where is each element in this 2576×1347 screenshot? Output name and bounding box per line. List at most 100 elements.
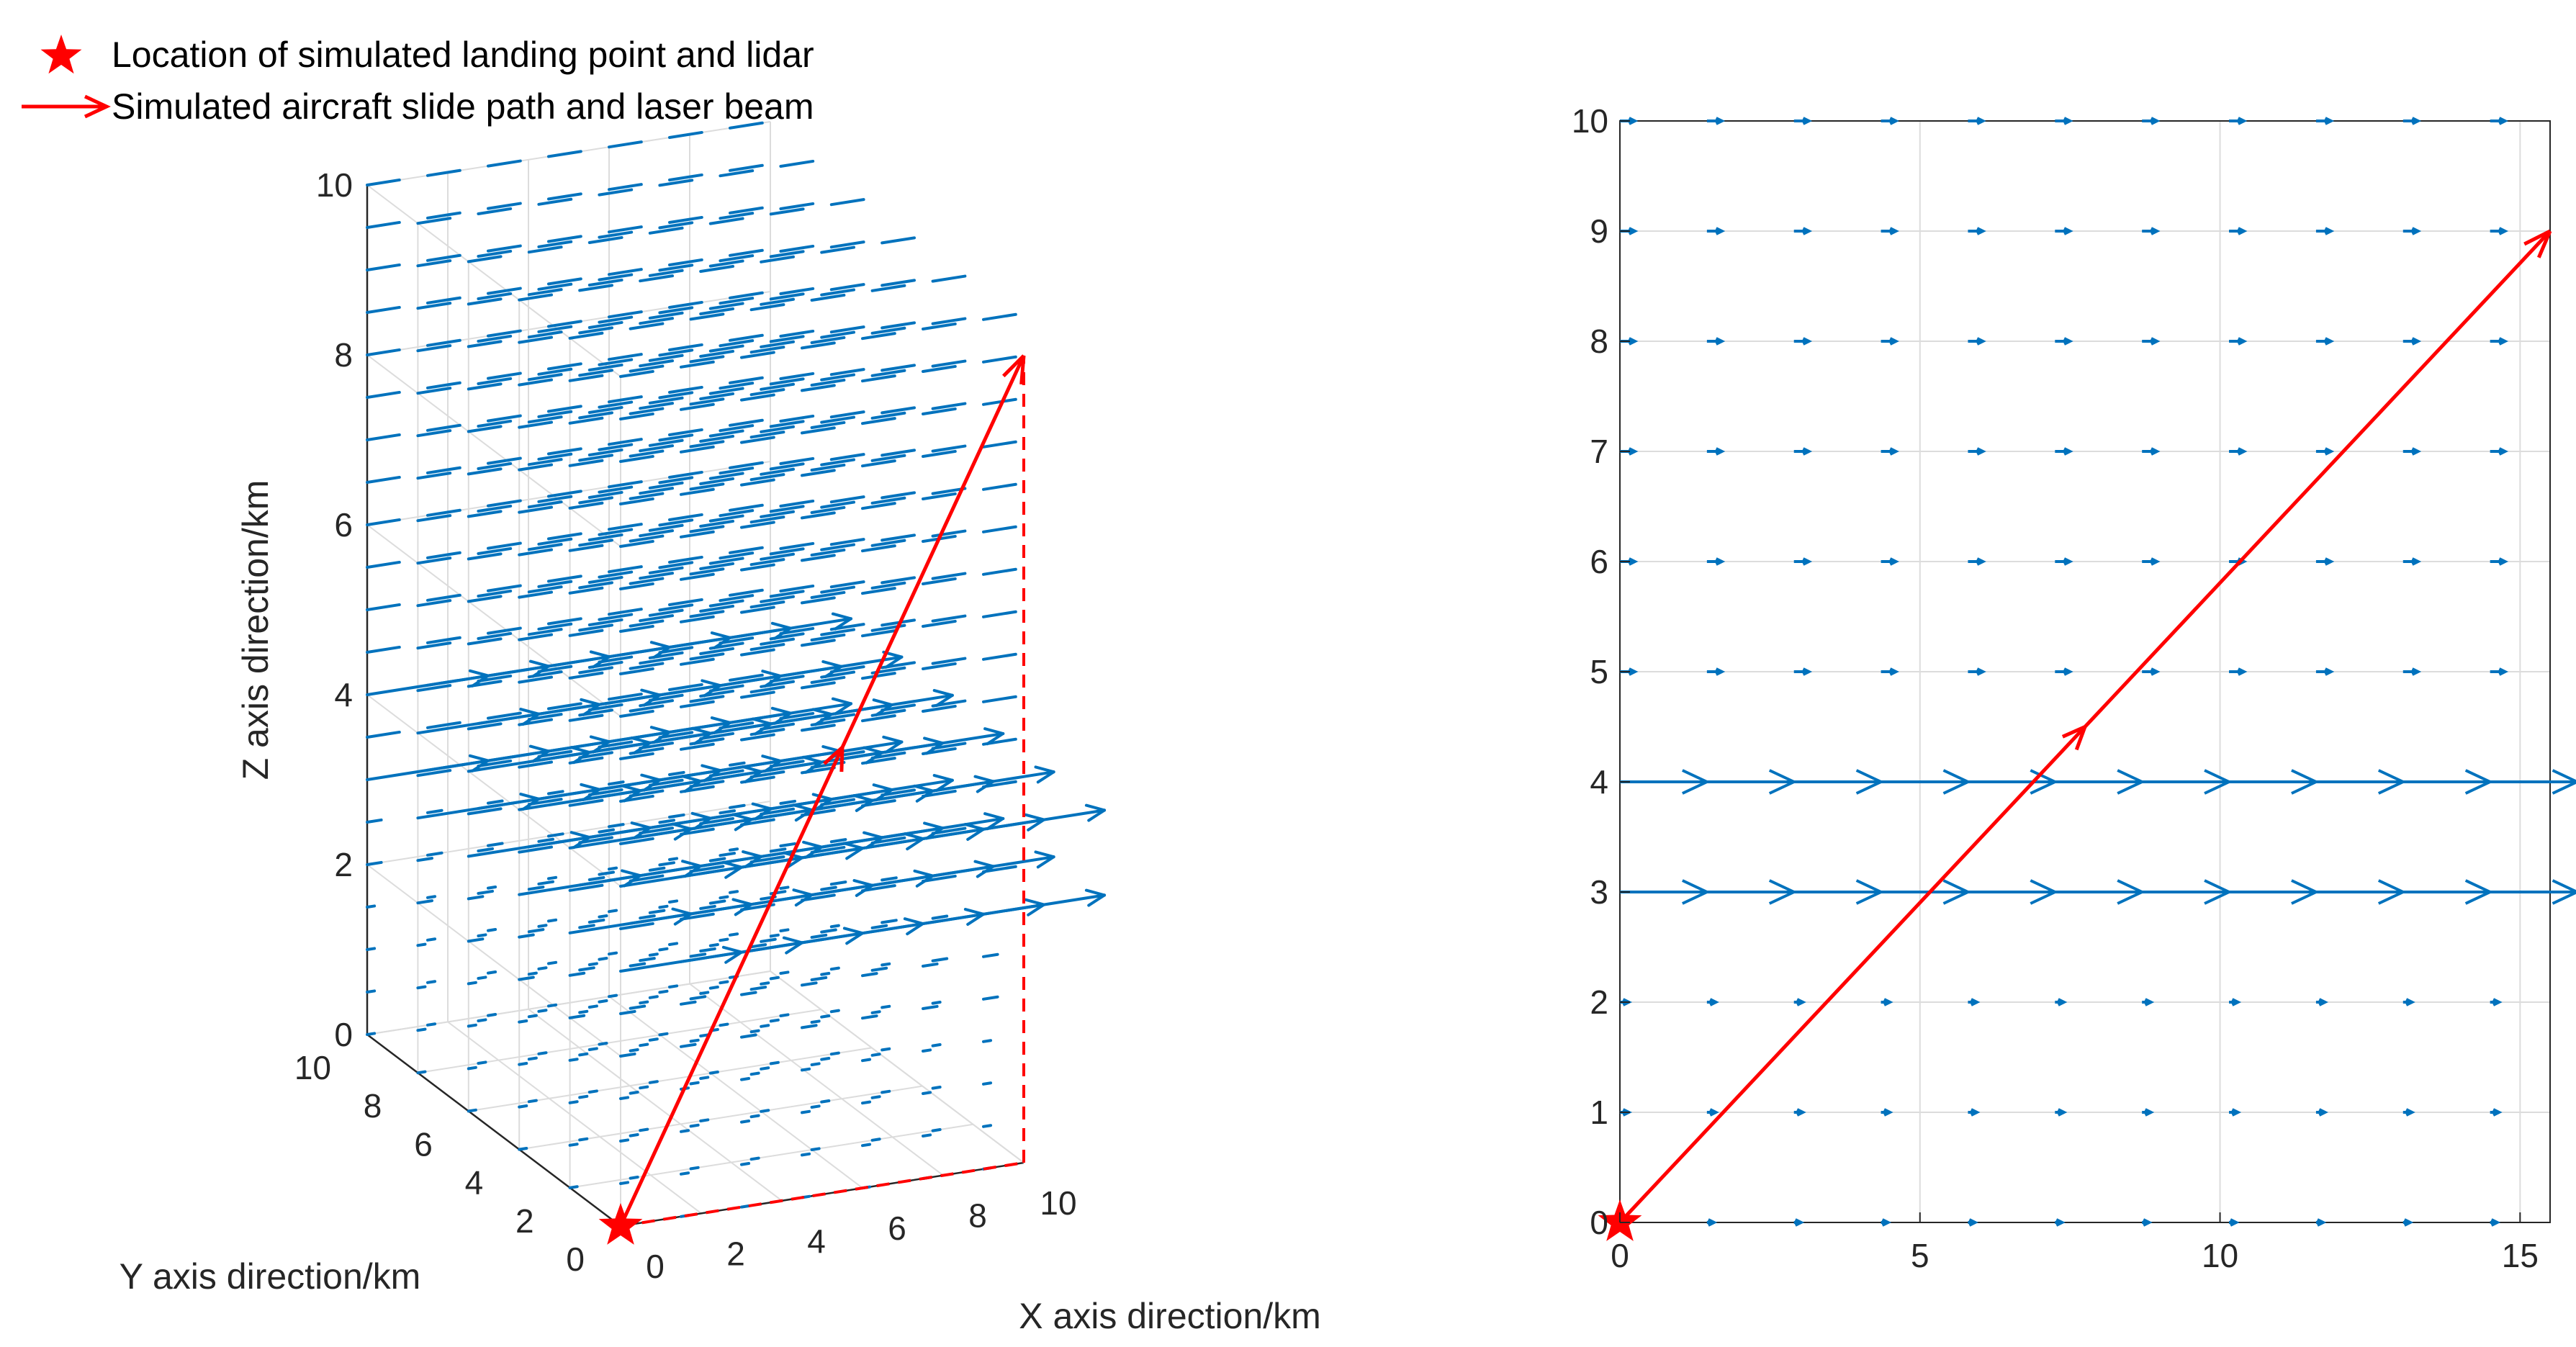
wind-arrow: [1968, 667, 1986, 676]
wind-arrow: [366, 560, 401, 569]
wind-arrow: [366, 390, 401, 399]
y-tick-label: 0: [566, 1240, 585, 1278]
wind-arrow: [568, 756, 604, 765]
wind-arrow: [648, 608, 684, 617]
wind-arrow: [699, 1118, 710, 1122]
wind-arrow: [810, 548, 846, 557]
wind-arrow: [2142, 337, 2161, 346]
wind-arrow: [719, 339, 755, 348]
wind-arrow: [639, 274, 674, 283]
wind-arrow: [537, 1051, 548, 1055]
wind-arrow: [779, 799, 796, 805]
wind-arrow: [1706, 447, 1726, 456]
wind-arrow: [922, 449, 957, 458]
wind-arrow: [749, 303, 785, 312]
wind-arrow: [587, 788, 623, 796]
wind-arrow: [467, 1023, 477, 1028]
wind-arrow: [2055, 227, 2073, 235]
wind-arrow: [487, 371, 522, 380]
wind-arrow: [527, 288, 563, 297]
wind-arrow: [729, 803, 746, 809]
wind-arrow: [658, 348, 694, 357]
wind-arrow: [829, 495, 865, 504]
wind-arrow: [2229, 667, 2248, 676]
wind-arrow: [922, 962, 939, 968]
wind-arrow: [629, 534, 665, 543]
wind-arrow: [729, 333, 764, 342]
wind-arrow: [668, 173, 703, 181]
floor-edge: [770, 970, 1024, 1163]
wind-arrow: [881, 321, 916, 330]
wind-arrow: [829, 240, 865, 249]
wind-arrow: [366, 947, 377, 951]
wind-arrow: [578, 284, 613, 292]
wind-arrow: [982, 695, 1017, 703]
y-tick-label: 10: [294, 1049, 331, 1086]
wind-arrow: [2055, 1218, 2066, 1227]
wind-arrow: [426, 1022, 437, 1027]
wind-arrow: [982, 482, 1017, 491]
wind-arrow: [982, 1039, 993, 1043]
wind-arrow: [810, 505, 846, 514]
wind-arrow: [829, 410, 865, 419]
wind-arrow: [1706, 998, 1719, 1006]
wind-arrow: [598, 1042, 608, 1046]
wind-arrow: [629, 1176, 639, 1180]
wind-arrow: [861, 799, 896, 808]
y-tick-label: 5: [1590, 653, 1608, 690]
wind-arrow: [537, 240, 573, 248]
y-tick-label: 3: [1590, 873, 1608, 911]
wind-arrow-strong: [1793, 769, 1885, 795]
wind-arrow: [829, 368, 865, 377]
wind-arrow: [820, 798, 855, 806]
wind-arrow: [719, 509, 755, 518]
wind-arrow: [769, 547, 805, 556]
wind-arrow: [598, 957, 608, 961]
wind-arrow: [518, 548, 553, 557]
wind-arrow: [719, 937, 729, 942]
wind-arrow: [881, 919, 898, 924]
wind-arrow: [487, 499, 522, 508]
wind-arrow: [477, 674, 513, 682]
wind-arrow: [740, 563, 775, 572]
wind-arrow: [779, 541, 815, 550]
wind-arrow: [829, 924, 840, 929]
wind-arrow: [719, 636, 755, 645]
wind-arrow: [487, 626, 522, 635]
wind-arrow: [760, 680, 795, 688]
wind-arrow: [629, 619, 665, 628]
wind-arrow: [568, 671, 604, 680]
wind-arrow: [861, 672, 896, 680]
wind-arrow: [2315, 667, 2335, 676]
wind-arrow: [922, 1048, 932, 1053]
grid-line: [366, 524, 621, 717]
wind-arrow: [658, 221, 694, 230]
wind-arrow: [810, 420, 846, 429]
wind-arrow: [820, 1057, 831, 1061]
wind-arrow: [668, 555, 703, 564]
wind-arrow: [598, 528, 634, 536]
wind-arrow: [810, 1104, 821, 1109]
wind-arrow: [568, 374, 604, 382]
wind-arrow: [1881, 117, 1899, 125]
wind-arrow: [689, 440, 725, 449]
wind-arrow: [729, 847, 739, 852]
wind-arrow: [537, 197, 573, 206]
legend-label: Simulated aircraft slide path and laser …: [112, 86, 814, 127]
wind-arrow: [547, 235, 582, 243]
wind-arrow: [810, 1147, 821, 1151]
wind-arrow: [931, 657, 967, 665]
wind-arrow: [861, 374, 896, 383]
grid-line: [366, 694, 621, 887]
wind-arrow: [648, 651, 684, 659]
x-tick-label: 0: [1611, 1237, 1629, 1274]
wind-arrow: [708, 344, 744, 353]
wind-arrow: [708, 857, 726, 862]
wind-arrow: [2315, 337, 2335, 346]
wind-arrow: [680, 1000, 697, 1006]
wind-arrow: [487, 541, 522, 550]
wind-arrow: [587, 363, 623, 371]
wind-arrow: [2055, 667, 2073, 676]
wind-arrow: [416, 387, 452, 395]
